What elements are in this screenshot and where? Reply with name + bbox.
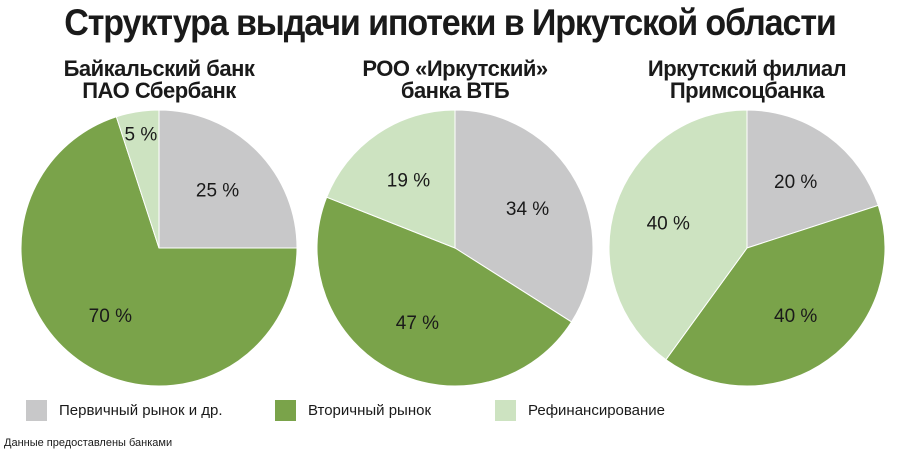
pie-1-slice-2	[20, 116, 298, 387]
pie-1-slice-1	[158, 109, 298, 249]
pie-1-slice-3	[115, 109, 160, 249]
pie-3-title-line: Примсоцбанка	[669, 78, 825, 103]
legend-swatch	[495, 400, 516, 421]
pie-3-value-label: 40 %	[774, 306, 817, 327]
legend-label: Первичный рынок и др.	[59, 402, 223, 419]
pie-3-slice-3	[608, 109, 748, 361]
chart-title: Структура выдачи ипотеки в Иркутской обл…	[64, 2, 837, 43]
pie-2-value-label: 47 %	[396, 313, 439, 334]
pie-2-slice-2	[316, 196, 573, 387]
pie-2-value-label: 19 %	[387, 171, 430, 192]
pie-3-value-label: 40 %	[647, 213, 690, 234]
legend-label: Вторичный рынок	[308, 402, 432, 419]
pie-1-value-label: 70 %	[89, 306, 132, 327]
legend-item-primary: Первичный рынок и др.	[26, 400, 223, 421]
pie-3-title: Иркутский филиал Примсоцбанка	[597, 58, 897, 102]
legend-item-refinance: Рефинансирование	[495, 400, 665, 421]
pie-1-value-label: 25 %	[196, 180, 239, 201]
legend-swatch	[26, 400, 47, 421]
pie-2-slice-1	[454, 109, 594, 323]
pie-1-title-line: ПАО Сбербанк	[82, 78, 236, 103]
pie-2-title-line: банка ВТБ	[400, 78, 510, 103]
legend-swatch	[275, 400, 296, 421]
pie-2-value-label: 34 %	[506, 199, 549, 220]
pie-1-value-label: 5 %	[124, 125, 157, 146]
pie-3-title-line: Иркутский филиал	[647, 56, 847, 81]
source-note: Данные предоставлены банками	[4, 437, 173, 449]
pie-3-slice-2	[665, 204, 886, 387]
pie-1-title: Байкальский банк ПАО Сбербанк	[9, 58, 309, 102]
pie-3-value-label: 20 %	[774, 172, 817, 193]
pie-2-title-line: РОО «Иркутский»	[362, 56, 548, 81]
pie-2-slice-3	[326, 109, 456, 249]
pie-2-title: РОО «Иркутский» банка ВТБ	[305, 58, 605, 102]
pie-1-title-line: Байкальский банк	[63, 56, 255, 81]
pie-3-slice-1	[746, 109, 879, 249]
legend-item-secondary: Вторичный рынок	[275, 400, 431, 421]
legend-label: Рефинансирование	[528, 402, 666, 419]
